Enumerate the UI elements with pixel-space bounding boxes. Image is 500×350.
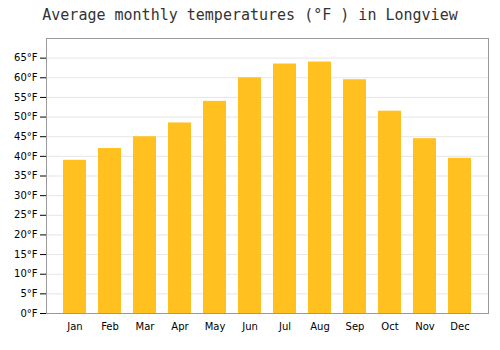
svg-text:0°F: 0°F [20, 308, 37, 319]
svg-text:Feb: Feb [101, 321, 119, 332]
svg-text:Nov: Nov [415, 321, 435, 332]
svg-text:Oct: Oct [381, 321, 398, 332]
svg-text:Jul: Jul [278, 321, 291, 332]
svg-text:60°F: 60°F [14, 72, 38, 83]
svg-text:65°F: 65°F [14, 52, 38, 63]
svg-text:Jun: Jun [241, 321, 258, 332]
svg-text:50°F: 50°F [14, 111, 38, 122]
svg-text:May: May [205, 321, 226, 332]
svg-text:15°F: 15°F [14, 249, 38, 260]
svg-text:5°F: 5°F [20, 288, 37, 299]
svg-text:55°F: 55°F [14, 92, 38, 103]
svg-text:25°F: 25°F [14, 209, 38, 220]
svg-text:Mar: Mar [136, 321, 156, 332]
svg-text:30°F: 30°F [14, 190, 38, 201]
svg-text:Apr: Apr [171, 321, 189, 332]
html-text:Average monthly temperatures (: Average monthly temperatures (°F ) in Lo… [42, 6, 458, 24]
svg-text:Sep: Sep [346, 321, 365, 332]
svg-text:35°F: 35°F [14, 170, 38, 181]
svg-text:10°F: 10°F [14, 268, 38, 279]
svg-text:Jan: Jan [66, 321, 82, 332]
svg-text:45°F: 45°F [14, 131, 38, 142]
svg-text:40°F: 40°F [14, 151, 38, 162]
svg-text:20°F: 20°F [14, 229, 38, 240]
svg-text:Dec: Dec [450, 321, 469, 332]
svg-text:Aug: Aug [310, 321, 330, 332]
